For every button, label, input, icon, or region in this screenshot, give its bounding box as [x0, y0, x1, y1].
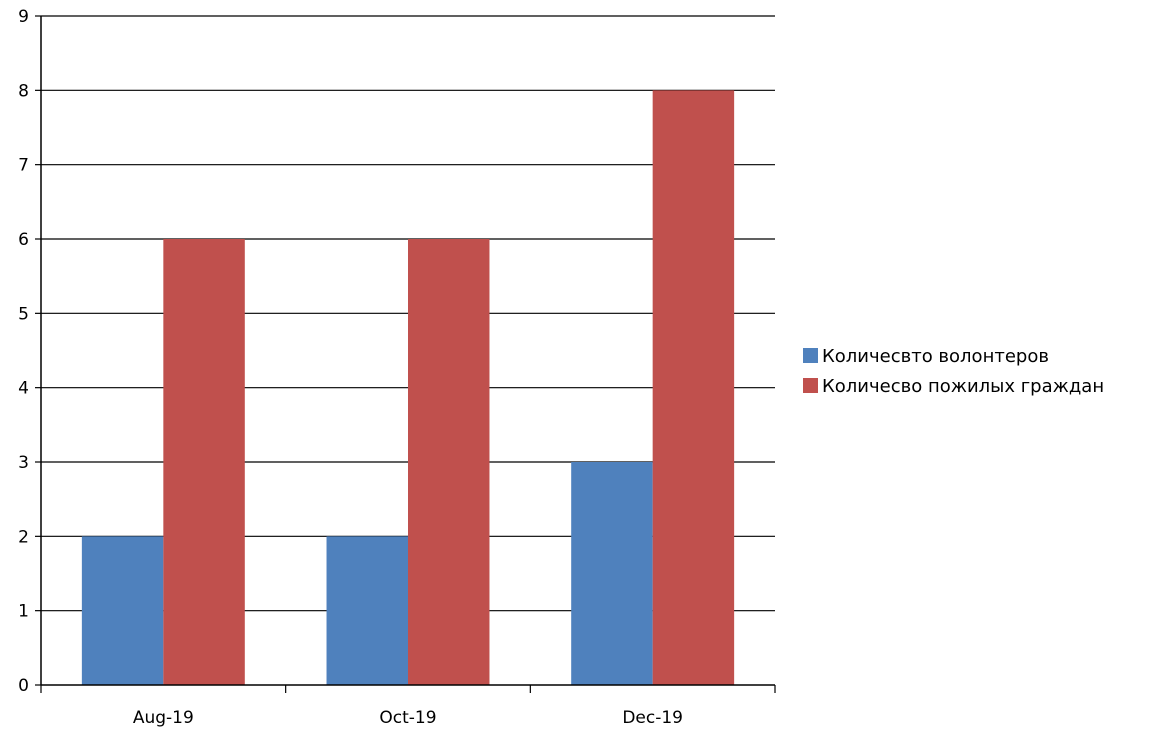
bar-elderly-0 — [163, 239, 245, 685]
legend-label-volunteers: Количесвто волонтеров — [822, 346, 1049, 367]
y-tick-label: 3 — [18, 453, 29, 473]
y-tick-label: 6 — [18, 230, 29, 250]
bars — [81, 90, 735, 686]
y-tick-label: 4 — [18, 379, 29, 399]
y-tick-label: 0 — [18, 676, 29, 696]
bar-volunteers-0 — [81, 536, 164, 685]
y-tick-label: 2 — [18, 527, 29, 547]
y-tick-label: 7 — [18, 156, 29, 176]
x-tick-label: Oct-19 — [379, 708, 436, 728]
axes — [40, 16, 775, 686]
bar-elderly-2 — [652, 90, 735, 686]
bar-volunteers-2 — [571, 462, 653, 685]
legend-swatch-volunteers — [803, 348, 818, 363]
x-tick-label: Dec-19 — [622, 708, 683, 728]
x-ticks: Aug-19 Oct-19 Dec-19 — [40, 685, 776, 728]
bar-elderly-1 — [408, 239, 490, 685]
x-tick-label: Aug-19 — [133, 708, 194, 728]
y-tick-label: 1 — [18, 602, 29, 622]
legend: Количесвто волонтеров Количесво пожилых г… — [803, 346, 1104, 397]
y-tick-label: 8 — [18, 81, 29, 101]
legend-label-elderly: Количесво пожилых граждан — [822, 376, 1104, 397]
y-tick-label: 9 — [18, 7, 29, 27]
y-ticks: 0 1 2 3 4 5 6 7 8 9 — [18, 7, 41, 696]
bar-volunteers-1 — [326, 536, 408, 685]
y-tick-label: 5 — [18, 304, 29, 324]
legend-swatch-elderly — [803, 378, 818, 393]
